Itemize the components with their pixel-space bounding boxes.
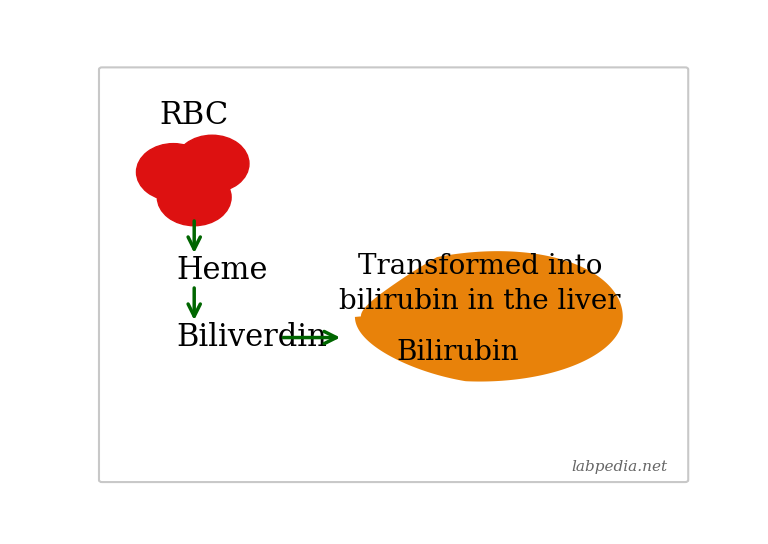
Text: Transformed into: Transformed into bbox=[358, 253, 602, 280]
Text: labpedia.net: labpedia.net bbox=[571, 460, 668, 474]
Ellipse shape bbox=[137, 144, 210, 201]
Ellipse shape bbox=[175, 135, 249, 192]
Ellipse shape bbox=[157, 169, 231, 226]
Text: Biliverdin: Biliverdin bbox=[177, 322, 327, 353]
Text: RBC: RBC bbox=[160, 100, 229, 131]
Text: Heme: Heme bbox=[177, 255, 268, 286]
Polygon shape bbox=[355, 251, 623, 381]
Text: bilirubin in the liver: bilirubin in the liver bbox=[339, 288, 621, 316]
Text: Bilirubin: Bilirubin bbox=[396, 339, 519, 366]
